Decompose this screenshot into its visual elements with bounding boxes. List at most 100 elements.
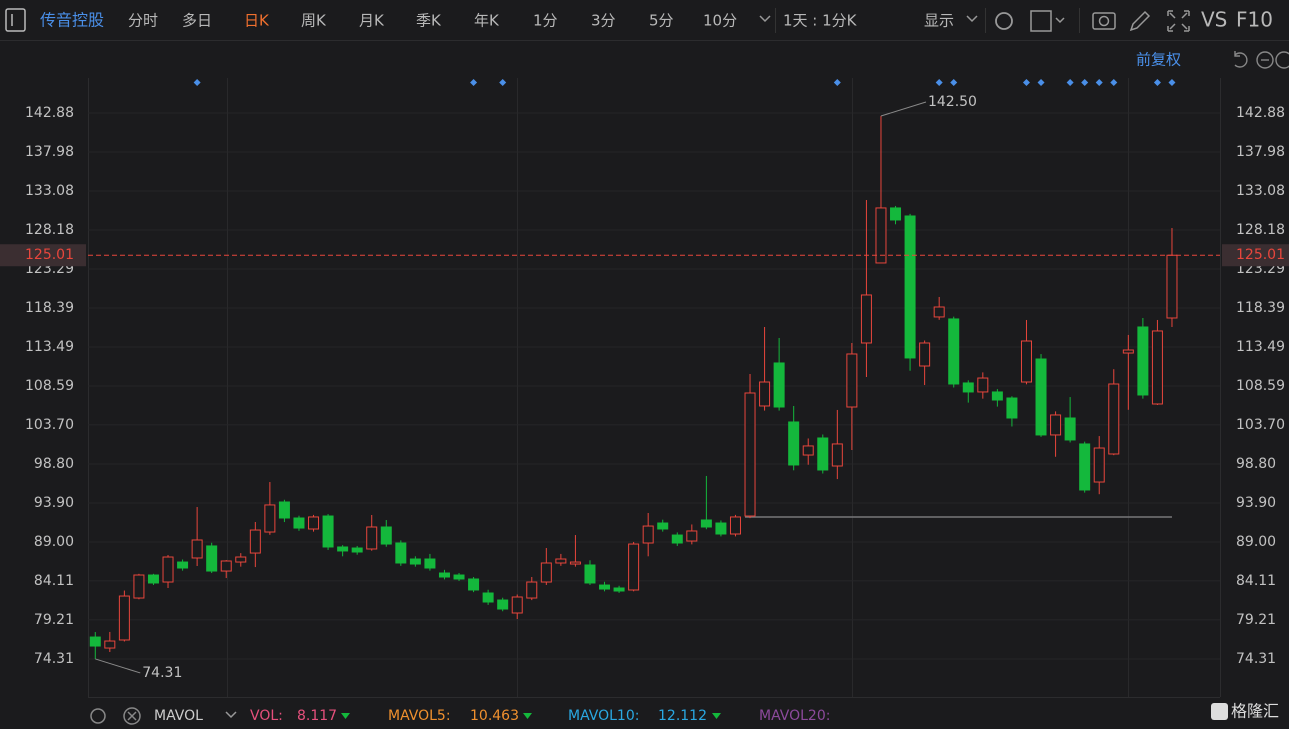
last-price-box-right xyxy=(1222,244,1289,267)
candle-body xyxy=(569,561,581,565)
y-tick-label: 79.21 xyxy=(34,612,74,628)
candle-body xyxy=(424,558,436,569)
y-tick-label: 108.59 xyxy=(25,378,74,394)
candle-body xyxy=(264,504,276,533)
event-marker[interactable] xyxy=(1081,79,1089,86)
event-marker[interactable] xyxy=(193,79,201,86)
candle-body xyxy=(802,445,814,456)
candle-body xyxy=(744,392,756,517)
y-tick-label-right: 84.11 xyxy=(1236,573,1276,589)
candle-body xyxy=(860,294,872,344)
color-icon[interactable] xyxy=(1030,10,1052,32)
period-tab[interactable]: 多日 xyxy=(182,12,212,30)
indicator-trend xyxy=(712,713,721,719)
indicator-label: MAVOL5: xyxy=(388,708,451,724)
period-tab[interactable]: 日K xyxy=(244,12,270,30)
candle-body xyxy=(817,437,829,471)
y-tick-label-right: 142.88 xyxy=(1236,105,1285,121)
candle-body xyxy=(977,377,989,393)
period-tab[interactable]: 1分 xyxy=(533,12,558,30)
candle-body xyxy=(1137,326,1149,396)
zoom-out-icon[interactable] xyxy=(1256,51,1274,69)
y-tick-label-right: 89.00 xyxy=(1236,534,1276,550)
event-marker[interactable] xyxy=(833,79,841,86)
period-tab[interactable]: 10分 xyxy=(703,12,737,30)
y-tick-label-right: 93.90 xyxy=(1236,495,1276,511)
candle-body xyxy=(526,581,538,599)
indicator-name[interactable]: MAVOL xyxy=(154,708,203,724)
event-marker[interactable] xyxy=(935,79,943,86)
period-tab[interactable]: 月K xyxy=(359,12,385,30)
candle-body xyxy=(1020,340,1032,383)
symbol-name[interactable]: 传音控股 xyxy=(40,11,104,30)
candle-body xyxy=(468,578,480,591)
candle-body xyxy=(919,342,931,367)
candle-body xyxy=(220,560,232,572)
indicator-label: VOL: xyxy=(250,708,283,724)
candle-body xyxy=(177,561,189,569)
y-tick-label-right: 108.59 xyxy=(1236,378,1285,394)
indicator-value: 12.112 xyxy=(658,708,707,724)
candle-body xyxy=(89,636,101,647)
fullscreen-icon[interactable] xyxy=(1167,10,1190,32)
candle-body xyxy=(584,564,596,584)
y-tick-label: 103.70 xyxy=(25,417,74,433)
period-tab[interactable]: 5分 xyxy=(649,12,674,30)
y-tick-label-right: 103.70 xyxy=(1236,417,1285,433)
candle-body xyxy=(497,599,509,610)
screenshot-icon[interactable] xyxy=(1092,12,1116,30)
settings-icon[interactable] xyxy=(995,12,1013,30)
period-tab[interactable]: 年K xyxy=(474,12,500,30)
event-marker[interactable] xyxy=(499,79,507,86)
color-chevron[interactable] xyxy=(1055,17,1065,24)
period-tab[interactable]: 3分 xyxy=(591,12,616,30)
adjust-button[interactable]: 前复权 xyxy=(1136,51,1181,69)
candle-body xyxy=(206,545,218,572)
indicator-close-icon[interactable] xyxy=(123,707,141,725)
event-marker[interactable] xyxy=(1110,79,1118,86)
indicator-value: 8.117 xyxy=(297,708,337,724)
toolbar-menu[interactable]: 1天 : 1分K xyxy=(783,12,858,30)
candle-body xyxy=(991,391,1003,401)
indicator-chevron[interactable] xyxy=(225,711,237,719)
candle-body xyxy=(599,584,611,590)
candle-body xyxy=(831,443,843,467)
candle-body xyxy=(1064,417,1076,441)
y-tick-label-right: 128.18 xyxy=(1236,222,1285,238)
event-marker[interactable] xyxy=(1095,79,1103,86)
event-marker[interactable] xyxy=(1037,79,1045,86)
toolbar-menu[interactable]: VS xyxy=(1201,8,1227,32)
candle-body xyxy=(715,522,727,535)
draw-icon[interactable] xyxy=(1129,10,1151,32)
zoom-in-icon[interactable] xyxy=(1275,51,1289,69)
candle-body xyxy=(540,562,552,583)
candle-body xyxy=(628,543,640,591)
candle-body xyxy=(1050,414,1062,436)
event-marker[interactable] xyxy=(1022,79,1030,86)
period-tab[interactable]: 季K xyxy=(416,12,442,30)
candle-body xyxy=(1079,443,1091,491)
more-periods-chevron[interactable] xyxy=(759,15,771,23)
toolbar-menu[interactable]: F10 xyxy=(1236,8,1273,32)
indicator-settings-icon[interactable] xyxy=(90,708,106,724)
event-marker[interactable] xyxy=(1066,79,1074,86)
toolbar-menu[interactable]: 显示 xyxy=(924,12,954,30)
period-tab[interactable]: 分时 xyxy=(128,12,158,30)
display-chevron[interactable] xyxy=(966,15,978,23)
candle-body xyxy=(249,529,261,554)
sidebar-toggle-icon[interactable] xyxy=(5,8,26,32)
candle-body xyxy=(453,574,465,580)
event-marker[interactable] xyxy=(1168,79,1176,86)
y-tick-label: 89.00 xyxy=(34,534,74,550)
candle-body xyxy=(337,546,349,552)
period-tab[interactable]: 周K xyxy=(301,12,327,30)
reset-icon[interactable] xyxy=(1234,51,1248,68)
candle-body xyxy=(293,517,305,529)
event-marker[interactable] xyxy=(950,79,958,86)
event-marker[interactable] xyxy=(1153,79,1161,86)
candle-body xyxy=(147,574,159,584)
candle-body xyxy=(846,353,858,408)
event-marker[interactable] xyxy=(470,79,478,86)
candle-body xyxy=(788,421,800,466)
